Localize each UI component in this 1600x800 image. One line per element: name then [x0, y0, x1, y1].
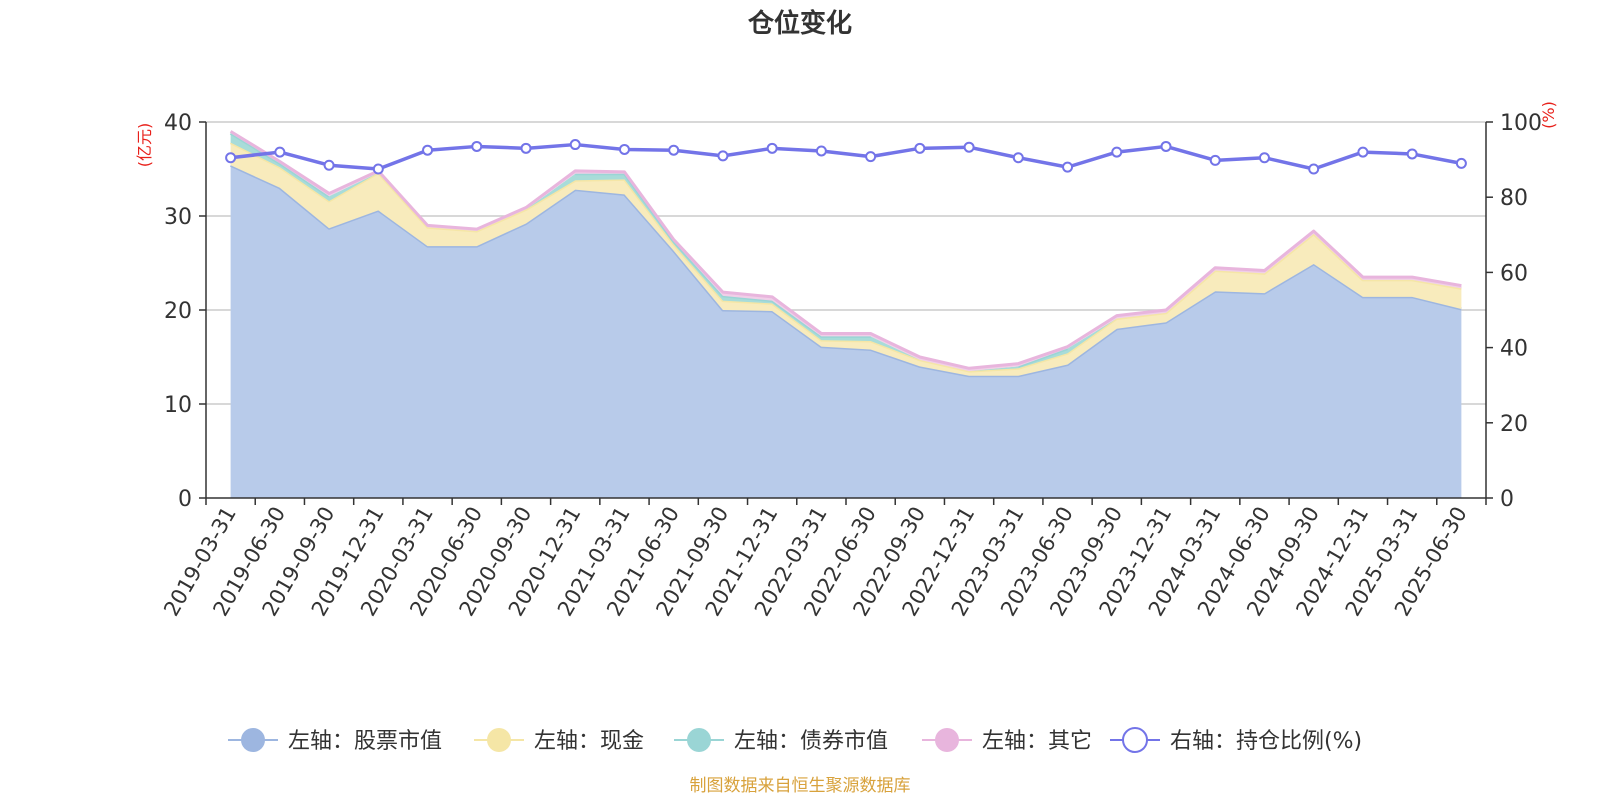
left-tick-label-0: 0 [178, 487, 192, 512]
right-tick-label-0: 0 [1500, 487, 1514, 512]
ratio-point-4 [422, 144, 434, 156]
area-edge-series-3 [229, 130, 1462, 370]
right-tick-label-40: 40 [1500, 337, 1528, 362]
left-axis-unit-label: (亿元) [135, 123, 154, 168]
ratio-line [225, 139, 1467, 175]
ratio-point-15 [963, 141, 975, 153]
ratio-point-11 [766, 142, 778, 154]
ratio-point-5 [471, 140, 483, 152]
left-tick-label-10: 10 [164, 393, 192, 418]
right-axis-unit-label: (%) [1539, 101, 1558, 129]
ratio-point-22 [1308, 163, 1320, 175]
ratio-point-0 [225, 152, 237, 164]
ratio-point-17 [1062, 161, 1074, 173]
right-tick-label-20: 20 [1500, 412, 1528, 437]
area-series-0 [230, 165, 1462, 499]
ratio-point-19 [1160, 140, 1172, 152]
ratio-point-3 [372, 163, 384, 175]
right-tick-label-60: 60 [1500, 261, 1528, 286]
legend-label-0: 左轴：股票市值 [288, 729, 442, 754]
ratio-point-23 [1357, 146, 1369, 158]
ratio-point-25 [1455, 157, 1467, 169]
ratio-point-16 [1012, 152, 1024, 164]
legend-label-2: 左轴：债券市值 [734, 729, 888, 754]
legend-marker-2 [687, 728, 711, 752]
area-series-1 [230, 142, 1462, 376]
legend-label-1: 左轴：现金 [534, 729, 644, 754]
chart-title: 仓位变化 [747, 8, 852, 39]
right-tick-label-80: 80 [1500, 186, 1528, 211]
ratio-point-7 [569, 139, 581, 151]
legend-marker-4 [1122, 727, 1148, 753]
right-tick-label-100: 100 [1500, 111, 1542, 136]
ratio-line-path [230, 142, 1462, 171]
legend-label-3: 左轴：其它 [982, 729, 1092, 754]
ratio-point-9 [668, 144, 680, 156]
ratio-point-1 [274, 146, 286, 158]
left-tick-label-30: 30 [164, 205, 192, 230]
stacked-areas [229, 130, 1462, 499]
source-note: 制图数据来自恒生聚源数据库 [690, 776, 911, 796]
ratio-point-6 [520, 142, 532, 154]
ratio-point-20 [1209, 154, 1221, 166]
legend-marker-3 [935, 728, 959, 752]
legend-marker-0 [241, 728, 265, 752]
ratio-point-14 [914, 142, 926, 154]
ratio-point-18 [1111, 146, 1123, 158]
legend-marker-1 [487, 728, 511, 752]
ratio-point-21 [1258, 152, 1270, 164]
left-tick-label-20: 20 [164, 299, 192, 324]
ratio-point-24 [1406, 148, 1418, 160]
ratio-point-2 [323, 159, 335, 171]
legend-label-4: 右轴：持仓比例(%) [1170, 729, 1362, 754]
ratio-point-10 [717, 150, 729, 162]
legend: 左轴：股票市值 左轴：现金 左轴：债券市值 左轴：其它 右轴：持仓比例(%) [228, 727, 1362, 754]
ratio-point-8 [618, 143, 630, 155]
left-tick-label-40: 40 [164, 111, 192, 136]
ratio-point-13 [865, 151, 877, 163]
ratio-point-12 [815, 145, 827, 157]
